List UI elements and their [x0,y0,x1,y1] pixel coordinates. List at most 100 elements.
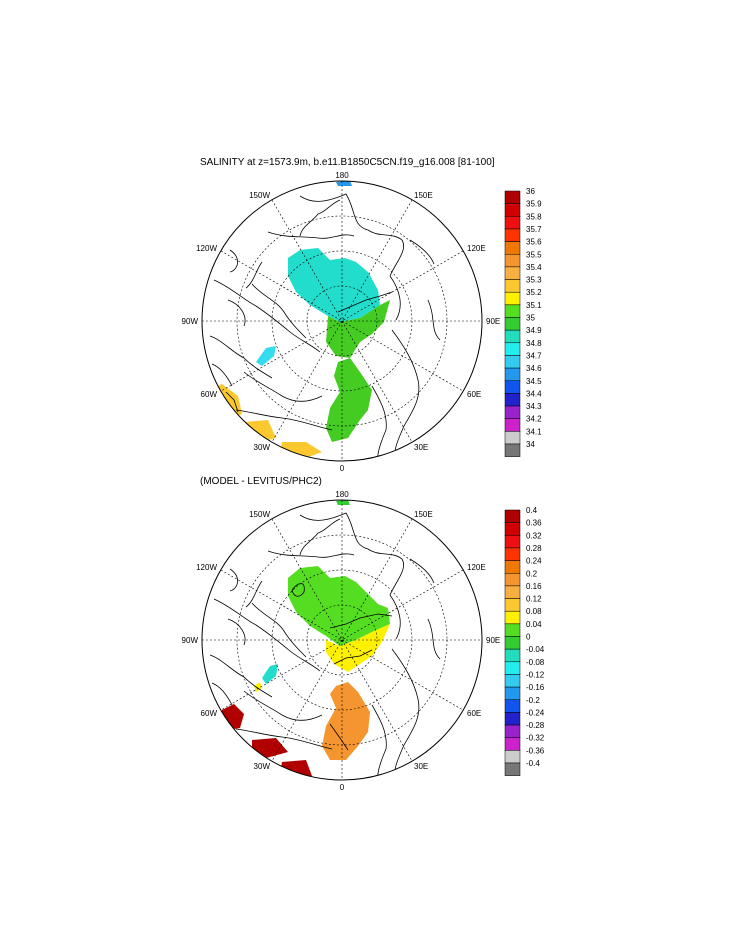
colorbar-swatch [504,712,521,726]
colorbar-swatch [504,648,521,663]
colorbar-label: 0.28 [526,544,542,553]
lon-label: 30E [414,762,428,771]
north-atlantic-red-region-2 [280,760,312,780]
lon-label: 60E [467,709,481,718]
colorbar-swatch [504,254,521,268]
graticule [202,181,482,461]
colorbar-swatch [504,228,521,242]
colorbar-swatch [504,737,521,751]
colorbar-swatch [504,405,521,419]
colorbar-swatch [504,291,521,306]
colorbar-label: -0.12 [526,670,545,679]
colorbar-swatch [504,610,521,625]
colorbar-label: 35.4 [526,263,542,272]
colorbar-label: 0.24 [526,557,542,566]
colorbar-label: 0 [526,633,531,642]
colorbar-label: 35.3 [526,276,542,285]
colorbar-swatch [504,279,521,293]
difference-contour-lines [291,583,393,751]
colorbar-label: 34.7 [526,351,542,360]
eurasian-basin-green-region [326,300,390,358]
lon-label: 150W [249,510,270,519]
lon-label: 0 [340,464,345,473]
colorbar-swatch [504,585,521,599]
north-atlantic-yellow-region-1 [240,420,276,444]
colorbar-label: 0.2 [526,569,538,578]
salinity-panel: SALINITY at z=1573.9m, b.e11.B1850C5CN.f… [182,157,543,473]
colorbar-swatch [504,190,521,204]
colorbar-swatch [504,216,521,230]
lon-label: 180 [335,490,349,499]
colorbar-label: 35.5 [526,250,542,259]
north-atlantic-yellow-region-2 [280,442,322,460]
map-boundary [201,180,483,462]
lon-label: 180 [335,171,349,180]
lon-label: 120E [467,563,486,572]
difference-colorbar: 0.4 0.36 0.32 0.28 0.24 0.2 0.16 0.12 0.08 0.04 0 -… [504,506,545,776]
colorbar-swatch [504,431,521,445]
colorbar-swatch [504,418,521,432]
colorbar-swatch [504,355,521,369]
colorbar-swatch [504,241,521,255]
colorbar-label: 34.4 [526,389,542,398]
colorbar-label: -0.32 [526,734,545,743]
lon-label: 150E [414,510,433,519]
colorbar-swatch [504,623,521,637]
coastlines [209,193,441,461]
lon-label: 120W [196,244,217,253]
map-boundary [201,499,483,781]
colorbar-label: -0.28 [526,721,545,730]
colorbar-swatch [504,547,521,561]
colorbar-label: 35.7 [526,225,542,234]
colorbar-label: 34.2 [526,415,542,424]
coastlines [209,512,441,780]
lon-label: 150E [414,191,433,200]
lon-label: 120W [196,563,217,572]
lon-label: 150W [249,191,270,200]
colorbar-label: 35.9 [526,200,542,209]
salinity-contour-line [225,391,239,413]
colorbar-label: 35.8 [526,212,542,221]
colorbar-swatch [504,266,521,280]
salinity-contour-line [337,291,393,313]
colorbar-swatch [504,686,521,700]
colorbar-swatch [504,509,521,523]
colorbar-swatch [504,522,521,536]
lon-label: 60W [201,390,218,399]
colorbar-label: 0.32 [526,531,542,540]
colorbar-label: 0.04 [526,620,542,629]
colorbar-label: 0.4 [526,506,538,515]
colorbar-label: -0.08 [526,658,545,667]
colorbar-label: -0.4 [526,759,540,768]
colorbar-label: -0.36 [526,746,545,755]
colorbar-label: 0.16 [526,582,542,591]
lon-label: 30W [254,443,271,452]
arctic-basin-cyan-region [288,248,380,322]
bering-strait-blue-region [336,181,352,186]
lon-label: 90E [486,317,500,326]
hudson-yellow-spot [254,682,262,692]
colorbar-swatch [504,443,521,457]
baffin-bay-cyan-region [262,664,278,684]
colorbar-swatch [504,304,521,318]
colorbar-label: 34.6 [526,364,542,373]
colorbar-label: -0.16 [526,683,545,692]
colorbar-swatch [504,203,521,217]
colorbar-swatch [504,750,521,764]
lon-label: 60W [201,709,218,718]
colorbar-label: 0.12 [526,595,542,604]
colorbar-swatch [504,535,521,549]
baffin-bay-cyan-region [256,346,276,366]
colorbar-label: -0.04 [526,645,545,654]
salinity-colorbar: 36 35.9 35.8 35.7 35.6 35.5 35.4 35.3 35.2 35.1 35… [504,187,542,457]
difference-panel: (MODEL - LEVITUS/PHC2) [182,476,545,792]
bering-strait-green-region [336,500,350,505]
colorbar-swatch [504,380,521,394]
colorbar-label: 34.5 [526,377,542,386]
panel-title: (MODEL - LEVITUS/PHC2) [200,476,322,487]
colorbar-swatch [504,560,521,574]
lon-label: 30E [414,443,428,452]
colorbar-swatch [504,573,521,587]
lon-label: 90E [486,636,500,645]
longitude-labels: 180 150E 120E 90E 60E 30E 0 30W 60W 90W … [182,171,501,473]
